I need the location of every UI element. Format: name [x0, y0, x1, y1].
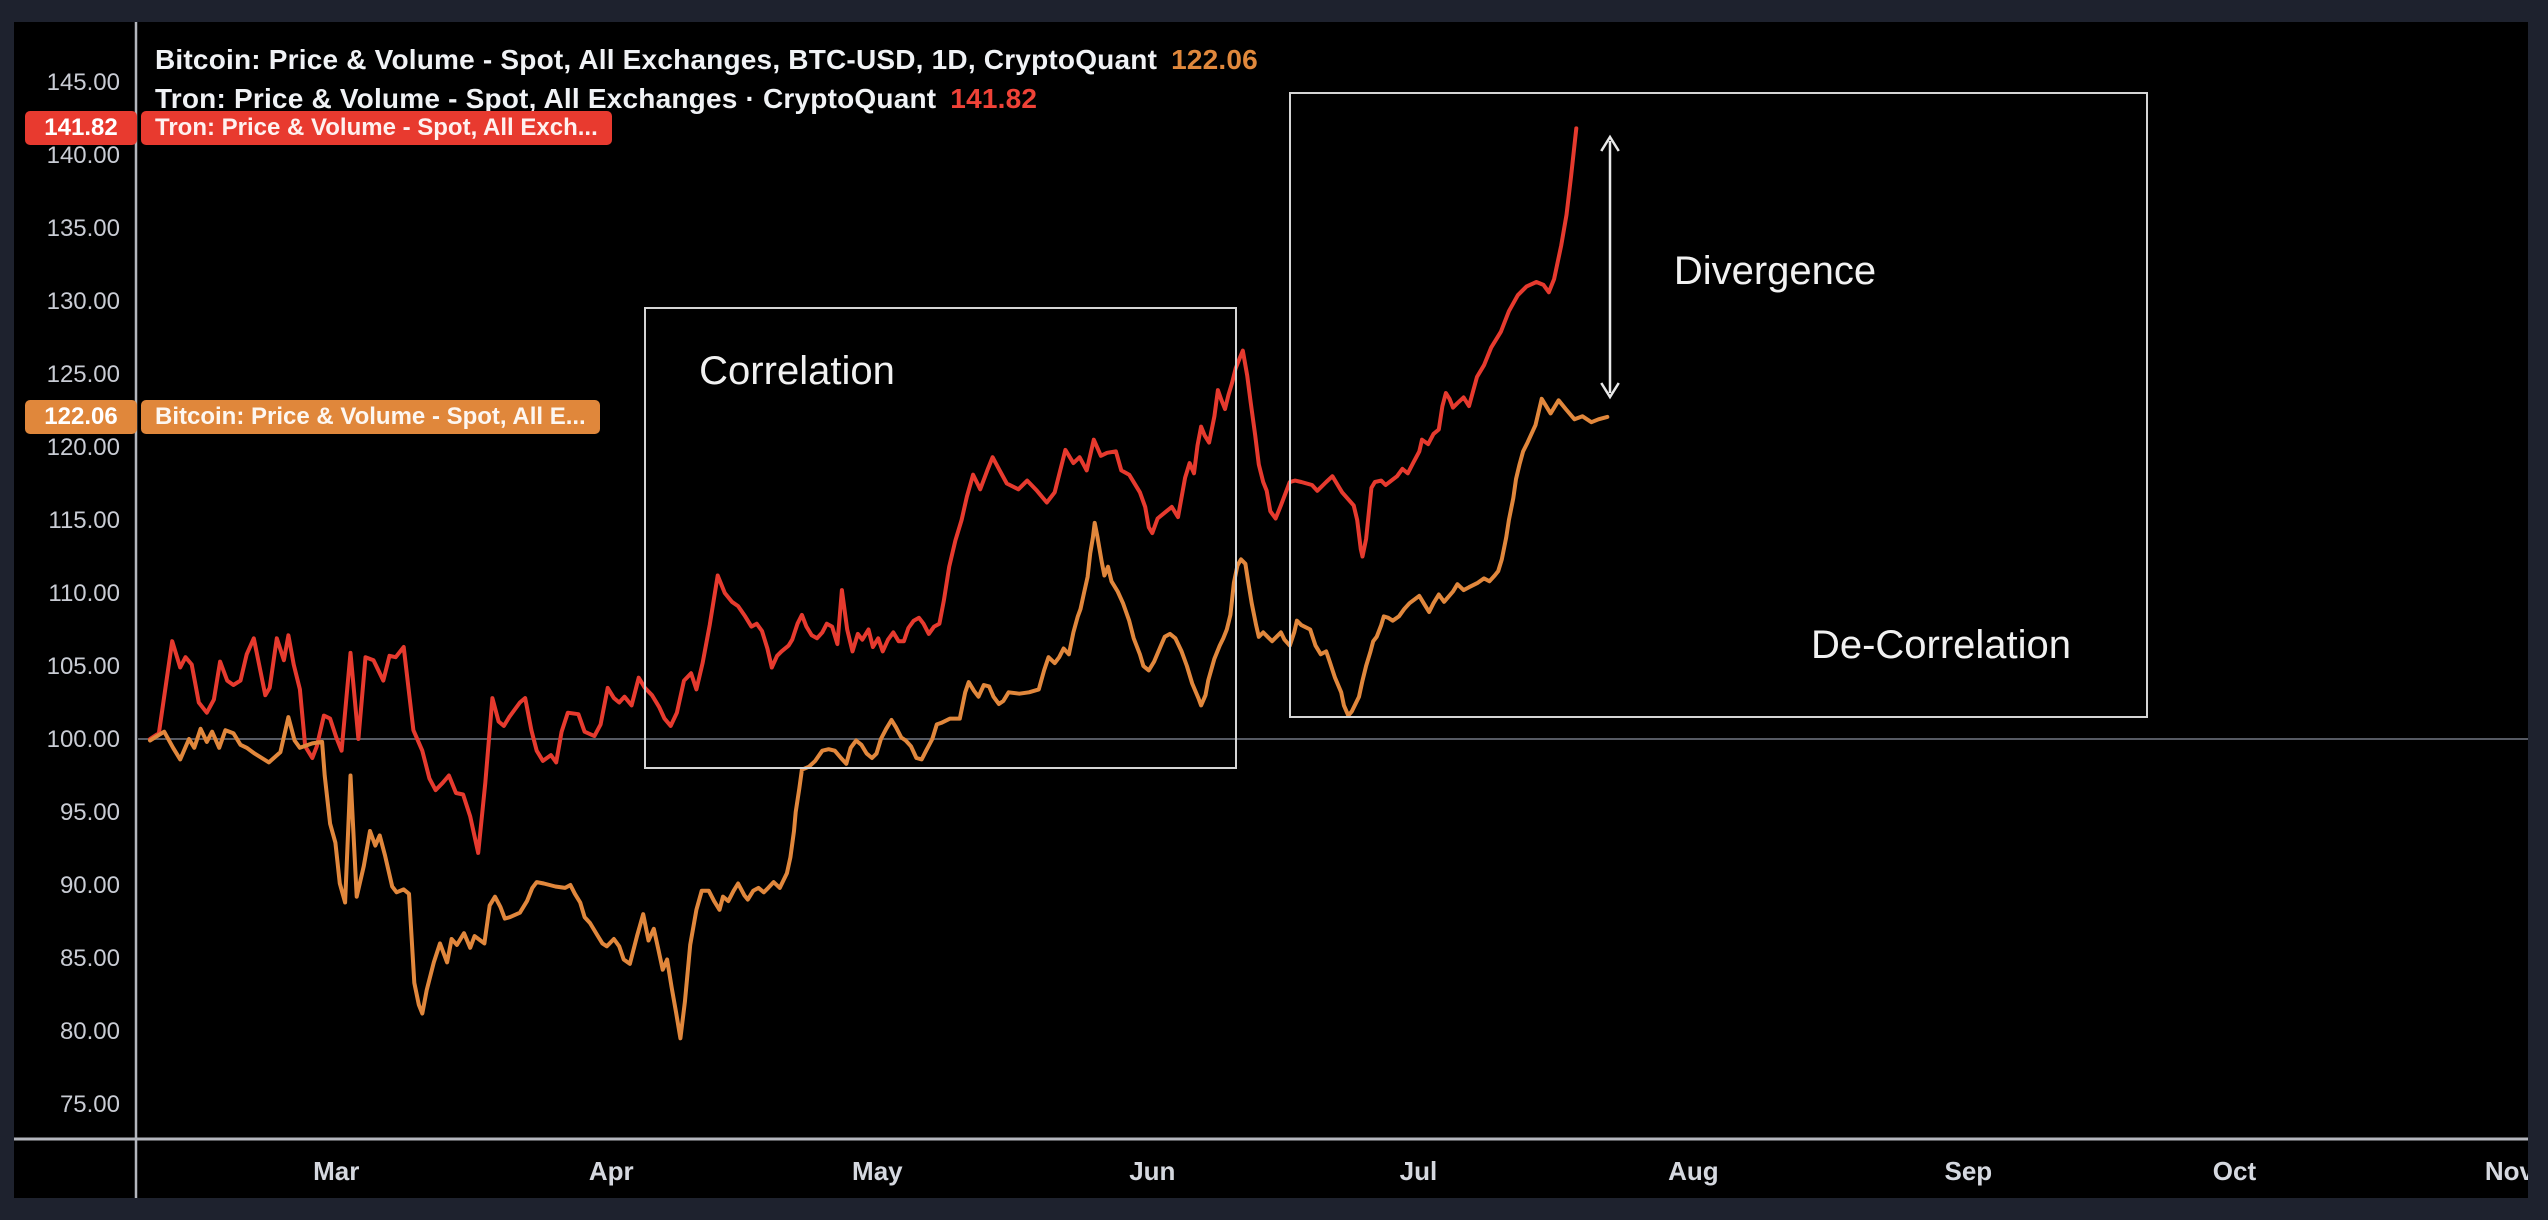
price-axis-label: 140.00: [47, 142, 120, 169]
price-axis-label: 125.00: [47, 361, 120, 388]
axes-layer: [14, 22, 2528, 1198]
axis-hit-areas: [14, 22, 2528, 1198]
price-axis-label: 130.00: [47, 288, 120, 315]
time-axis-label: Nov: [2485, 1156, 2535, 1186]
legend-row-tron[interactable]: Tron: Price & Volume - Spot, All Exchang…: [155, 79, 1258, 118]
price-axis-label: 105.00: [47, 653, 120, 680]
series-layer: [148, 126, 1610, 1041]
time-axis-label: May: [852, 1156, 903, 1186]
price-axis-label: 75.00: [60, 1091, 120, 1118]
price-axis-label: 100.00: [47, 726, 120, 753]
axis-labels-layer: 145.00 140.00 135.00 130.00 125.00 120.00 115.…: [47, 69, 2535, 1186]
divergence-label[interactable]: Divergence: [1674, 249, 1876, 293]
legend-value-bitcoin: 122.06: [1171, 43, 1258, 75]
price-axis-label: 95.00: [60, 799, 120, 826]
divergence-arrowhead-up: [1600, 134, 1620, 152]
price-axis-drag-area[interactable]: [14, 22, 136, 1139]
decorrelation-box-label[interactable]: De-Correlation: [1811, 623, 2071, 667]
time-axis-label: Mar: [313, 1156, 359, 1186]
time-axis-label: Aug: [1668, 1156, 1719, 1186]
time-axis-label: Sep: [1945, 1156, 1993, 1186]
time-axis-label: Oct: [2213, 1156, 2257, 1186]
price-axis-label: 115.00: [48, 507, 120, 534]
legend-value-tron: 141.82: [950, 82, 1038, 114]
legend: Bitcoin: Price & Volume - Spot, All Exch…: [155, 40, 1258, 118]
price-axis-label: 80.00: [60, 1018, 120, 1045]
legend-label-bitcoin: Bitcoin: Price & Volume - Spot, All Exch…: [155, 43, 1158, 75]
legend-label-tron: Tron: Price & Volume - Spot, All Exchang…: [155, 82, 937, 114]
price-axis-label: 110.00: [48, 580, 120, 607]
divergence-arrowhead-down: [1600, 382, 1620, 400]
annotations-layer: Correlation De-Correlation Divergence: [644, 92, 2148, 769]
time-axis-label: Jul: [1400, 1156, 1438, 1186]
price-axis-label: 90.00: [60, 872, 120, 899]
price-axis-label: 135.00: [47, 215, 120, 242]
price-axis-label: 145.00: [47, 69, 120, 96]
time-axis-label: Apr: [589, 1156, 634, 1186]
time-axis-label: Jun: [1129, 1156, 1175, 1186]
correlation-box-label[interactable]: Correlation: [699, 349, 895, 393]
legend-row-bitcoin[interactable]: Bitcoin: Price & Volume - Spot, All Exch…: [155, 40, 1258, 79]
correlation-box[interactable]: [644, 307, 1237, 769]
tron-series-line[interactable]: [148, 126, 1579, 855]
decorrelation-box[interactable]: [1289, 92, 2148, 718]
price-axis-label: 120.00: [47, 434, 120, 461]
time-axis-drag-area[interactable]: [14, 1139, 2528, 1198]
price-axis-label: 85.00: [60, 945, 120, 972]
chart-pane-background: [14, 22, 2528, 1198]
bitcoin-series-line[interactable]: [148, 396, 1610, 1041]
